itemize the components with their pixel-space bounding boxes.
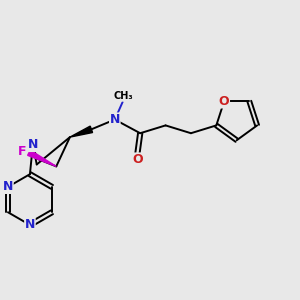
Polygon shape [28, 150, 56, 166]
Polygon shape [70, 126, 93, 137]
Text: CH₃: CH₃ [114, 91, 134, 101]
Text: N: N [25, 218, 35, 231]
Text: N: N [3, 180, 13, 194]
Text: N: N [28, 138, 38, 152]
Text: O: O [132, 153, 142, 166]
Text: F: F [18, 145, 26, 158]
Text: O: O [219, 95, 230, 108]
Text: N: N [110, 113, 120, 126]
